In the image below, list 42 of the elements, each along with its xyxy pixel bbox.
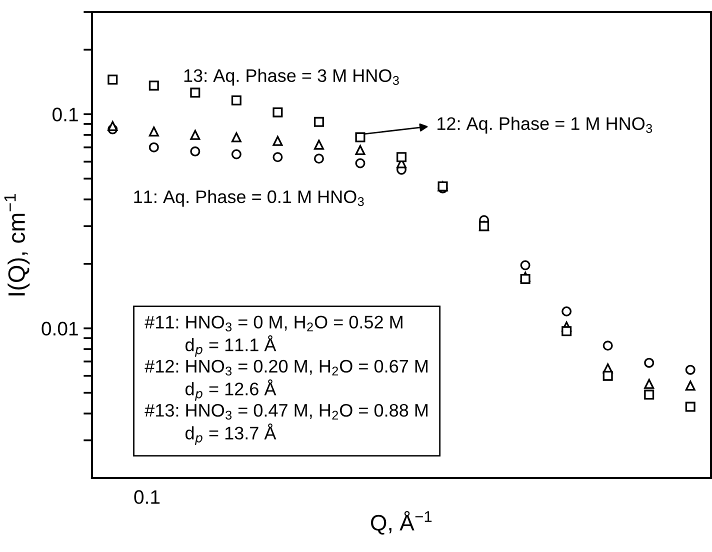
point [602,340,613,351]
point [685,364,696,375]
point [272,136,283,146]
point [396,152,406,162]
y-tick-label: 0.01 [42,322,78,336]
x-axis-title: Q, Å$^{−1}$ [370,510,432,535]
point [190,146,200,156]
point [520,274,530,284]
point [355,158,366,168]
point [148,142,159,152]
point [231,149,242,160]
point [479,221,490,232]
annotation: 11: Aq. Phase = 0.1 M HNO$_{3}$ [134,190,364,207]
point [231,132,242,142]
point [148,80,159,91]
text: 0.1 [134,490,160,504]
point [644,358,654,368]
point [272,152,283,162]
point [108,74,118,85]
point [520,260,530,270]
point [644,390,654,400]
point [108,121,118,132]
point [602,370,613,381]
point [644,378,654,389]
point [190,88,200,98]
annotation: 13: Aq. Phase = 3 M HNO$_{3}$ [184,68,399,86]
point [148,126,159,137]
point [355,145,366,156]
point [190,130,200,140]
point [562,326,572,336]
text: #11: HNO$_{3}$ = 0 M, H$_{2}$O = 0.52 M d$_{p}$ = 11.1 Å #12: HNO$_{3}$ = 0.20 M, H$_{2}$O = 0.67 M d$_{p}$ = 12.6 Å #13: HNO$_{3}$ = 0.47 M, H$_{2}$O = 0.88 M d$_{p}$ = 13.7 Å [144,316,428,445]
y-axis-title: I(Q), cm$^{−1}$ [4,194,30,296]
point [314,116,324,127]
point [272,107,283,118]
annotation: 12: Aq. Phase = 1 M HNO$_{3}$ [438,116,652,134]
point [562,306,572,316]
point [685,380,696,391]
point [314,140,324,150]
point [231,95,242,106]
point [314,154,324,164]
point [355,132,366,142]
point [685,402,696,412]
